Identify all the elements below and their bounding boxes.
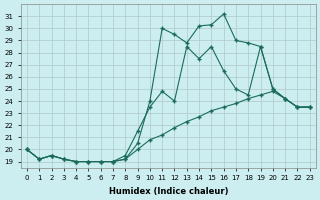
X-axis label: Humidex (Indice chaleur): Humidex (Indice chaleur) — [108, 187, 228, 196]
